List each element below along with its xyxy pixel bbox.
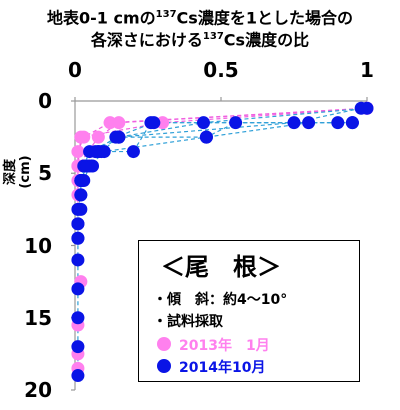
legend-sampling: ・試料採取 bbox=[153, 314, 223, 330]
data-point-2014 bbox=[86, 159, 100, 173]
series-points bbox=[71, 101, 374, 383]
data-point-2013 bbox=[71, 145, 85, 159]
data-point-2014 bbox=[88, 145, 102, 159]
data-point-2013 bbox=[77, 130, 91, 144]
x-tick-label: 0.5 bbox=[203, 58, 239, 82]
data-point-2014 bbox=[229, 116, 243, 130]
legend: ＜尾 根＞ ・傾 斜：約4～10° ・試料採取 2013年 1月 2014年10… bbox=[138, 240, 360, 382]
profile-line-2014 bbox=[92, 122, 309, 167]
data-point-2014 bbox=[109, 130, 123, 144]
legend-item-2014: 2014年10月 bbox=[179, 360, 266, 376]
data-point-2014 bbox=[71, 369, 85, 383]
data-point-2014 bbox=[354, 101, 368, 115]
data-point-2013 bbox=[103, 116, 117, 130]
data-point-2014 bbox=[302, 116, 316, 130]
data-point-2014 bbox=[196, 116, 210, 130]
data-point-2014 bbox=[71, 231, 85, 245]
data-point-2014 bbox=[331, 116, 345, 130]
chart-title-line-2: 各深さにおける137Cs濃度の比 bbox=[90, 30, 310, 50]
data-point-2014 bbox=[126, 145, 140, 159]
data-point-2014 bbox=[199, 130, 213, 144]
profile-line-2013 bbox=[77, 107, 368, 167]
profile-line-2014 bbox=[83, 122, 353, 181]
legend-item-2013: 2013年 1月 bbox=[179, 338, 270, 354]
y-tick-label: 20 bbox=[24, 378, 52, 402]
y-tick-label: 0 bbox=[38, 89, 52, 113]
chart-title-line-1: 地表0-1 cmの137Cs濃度を1とした場合の bbox=[47, 8, 353, 28]
data-point-2014 bbox=[71, 311, 85, 325]
profile-line-2014 bbox=[95, 122, 353, 153]
data-point-2014 bbox=[71, 217, 85, 231]
legend-slope: ・傾 斜：約4～10° bbox=[153, 292, 288, 308]
legend-marker-2014 bbox=[157, 359, 171, 373]
data-point-2014 bbox=[345, 116, 359, 130]
data-point-2014 bbox=[74, 173, 88, 187]
x-tick-label: 0 bbox=[68, 58, 82, 82]
data-point-2014 bbox=[71, 202, 85, 216]
data-point-2013 bbox=[91, 130, 105, 144]
data-point-2014 bbox=[71, 253, 85, 267]
data-point-2014 bbox=[71, 340, 85, 354]
legend-marker-2013 bbox=[157, 337, 171, 351]
legend-heading: ＜尾 根＞ bbox=[161, 253, 281, 281]
data-point-2014 bbox=[74, 188, 88, 202]
x-tick-label: 1 bbox=[360, 58, 374, 82]
y-tick-label: 5 bbox=[38, 161, 52, 186]
y-tick-label: 10 bbox=[24, 233, 52, 258]
data-point-2014 bbox=[287, 116, 301, 130]
data-point-2014 bbox=[147, 116, 161, 130]
y-tick-label: 15 bbox=[24, 305, 52, 330]
data-point-2014 bbox=[71, 282, 85, 296]
